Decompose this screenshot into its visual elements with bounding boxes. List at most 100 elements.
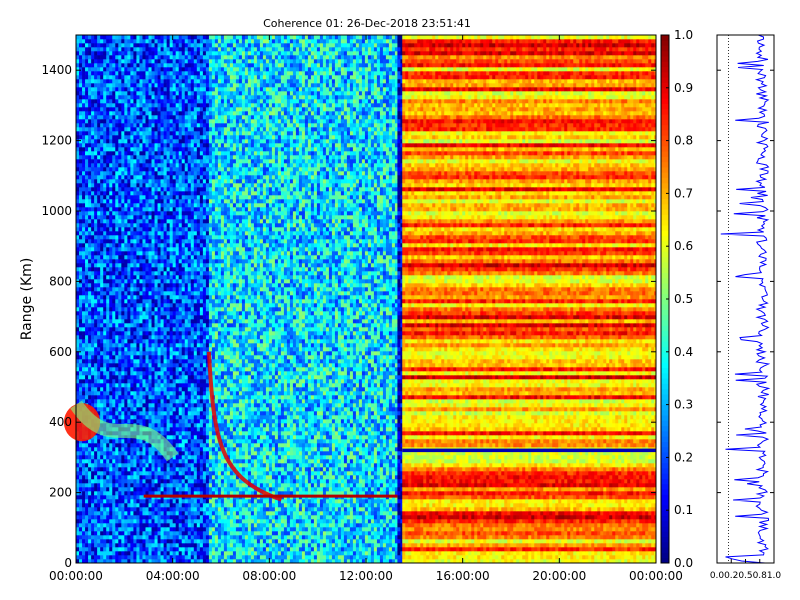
heatmap-cell — [151, 539, 155, 544]
heatmap-cell — [163, 555, 167, 560]
heatmap-cell — [127, 371, 131, 376]
heatmap-cell — [154, 555, 158, 560]
heatmap-cell — [202, 283, 207, 288]
heatmap-cell — [157, 203, 161, 208]
heatmap-cell — [142, 191, 146, 196]
heatmap-cell — [121, 415, 125, 420]
heatmap-cell — [97, 335, 101, 340]
heatmap-cell — [118, 475, 122, 480]
heatmap-cell — [76, 351, 80, 356]
heatmap-cell — [142, 307, 146, 312]
heatmap-cell — [79, 147, 83, 152]
heatmap-cell — [196, 331, 201, 336]
heatmap-cell — [112, 443, 116, 448]
heatmap-cell — [76, 199, 80, 204]
heatmap-cell — [151, 371, 155, 376]
heatmap-cell — [151, 531, 155, 536]
heatmap-cell — [97, 159, 101, 164]
heatmap-cell — [172, 539, 176, 544]
heatmap-cell — [139, 507, 143, 512]
heatmap-cell — [133, 351, 137, 356]
heatmap-cell — [142, 267, 146, 272]
heatmap-cell — [148, 235, 152, 240]
heatmap-cell — [199, 139, 204, 144]
heatmap-cell — [85, 271, 89, 276]
heatmap-cell — [172, 483, 176, 488]
heatmap-cell — [97, 123, 101, 128]
heatmap-cell — [199, 299, 204, 304]
heatmap-cell — [97, 475, 101, 480]
heatmap-cell — [79, 467, 83, 472]
heatmap-cell — [133, 335, 137, 340]
heatmap-cell — [151, 159, 155, 164]
heatmap-cell — [148, 523, 152, 528]
heatmap-cell — [190, 299, 195, 304]
heatmap-cell — [175, 199, 180, 204]
heatmap-cell — [94, 143, 98, 148]
heatmap-cell — [133, 307, 137, 312]
heatmap-cell — [127, 155, 131, 160]
heatmap-cell — [130, 235, 134, 240]
heatmap-cell — [112, 279, 116, 284]
heatmap-cell — [109, 455, 113, 460]
heatmap-cell — [121, 303, 125, 308]
heatmap-cell — [109, 303, 113, 308]
heatmap-cell — [199, 479, 204, 484]
heatmap-cell — [79, 127, 83, 132]
heatmap-cell — [193, 319, 198, 324]
heatmap-cell — [109, 479, 113, 484]
heatmap-cell — [121, 491, 125, 496]
heatmap-cell — [112, 135, 116, 140]
heatmap-cell — [205, 347, 210, 352]
heatmap-cell — [94, 523, 98, 528]
heatmap-cell — [187, 359, 192, 364]
heatmap-cell — [133, 291, 137, 296]
heatmap-cell — [136, 211, 140, 216]
heatmap-cell — [103, 115, 107, 120]
heatmap-cell — [175, 359, 180, 364]
heatmap-cell — [109, 279, 113, 284]
heatmap-cell — [178, 307, 183, 312]
heatmap-cell — [130, 543, 134, 548]
heatmap-cell — [181, 471, 186, 476]
heatmap-cell — [205, 531, 210, 536]
heatmap-cell — [127, 307, 131, 312]
heatmap-cell — [76, 459, 80, 464]
heatmap-cell — [76, 287, 80, 292]
heatmap-cell — [76, 183, 80, 188]
heatmap-cell — [127, 547, 131, 552]
heatmap-cell — [169, 279, 173, 284]
heatmap-cell — [115, 135, 119, 140]
heatmap-cell — [133, 263, 137, 268]
heatmap-cell — [100, 315, 104, 320]
heatmap-cell — [202, 403, 207, 408]
heatmap-cell — [148, 263, 152, 268]
heatmap-cell — [109, 171, 113, 176]
heatmap-cell — [82, 479, 86, 484]
heatmap-cell — [166, 411, 170, 416]
heatmap-cell — [103, 203, 107, 208]
heatmap-cell — [202, 211, 207, 216]
heatmap-cell — [184, 435, 189, 440]
heatmap-cell — [184, 339, 189, 344]
heatmap-cell — [166, 163, 170, 168]
heatmap-cell — [118, 211, 122, 216]
heatmap-cell — [181, 483, 186, 488]
heatmap-cell — [127, 515, 131, 520]
heatmap-cell — [118, 479, 122, 484]
heatmap-cell — [115, 383, 119, 388]
heatmap-cell — [124, 275, 128, 280]
heatmap-cell — [202, 395, 207, 400]
heatmap-cell — [139, 127, 143, 132]
heatmap-cell — [139, 307, 143, 312]
heatmap-cell — [163, 155, 167, 160]
heatmap-cell — [136, 491, 140, 496]
heatmap-cell — [124, 531, 128, 536]
heatmap-cell — [124, 115, 128, 120]
heatmap-cell — [112, 327, 116, 332]
heatmap-cell — [100, 323, 104, 328]
heatmap-cell — [148, 291, 152, 296]
heatmap-cell — [157, 543, 161, 548]
heatmap-cell — [88, 451, 92, 456]
heatmap-cell — [127, 287, 131, 292]
